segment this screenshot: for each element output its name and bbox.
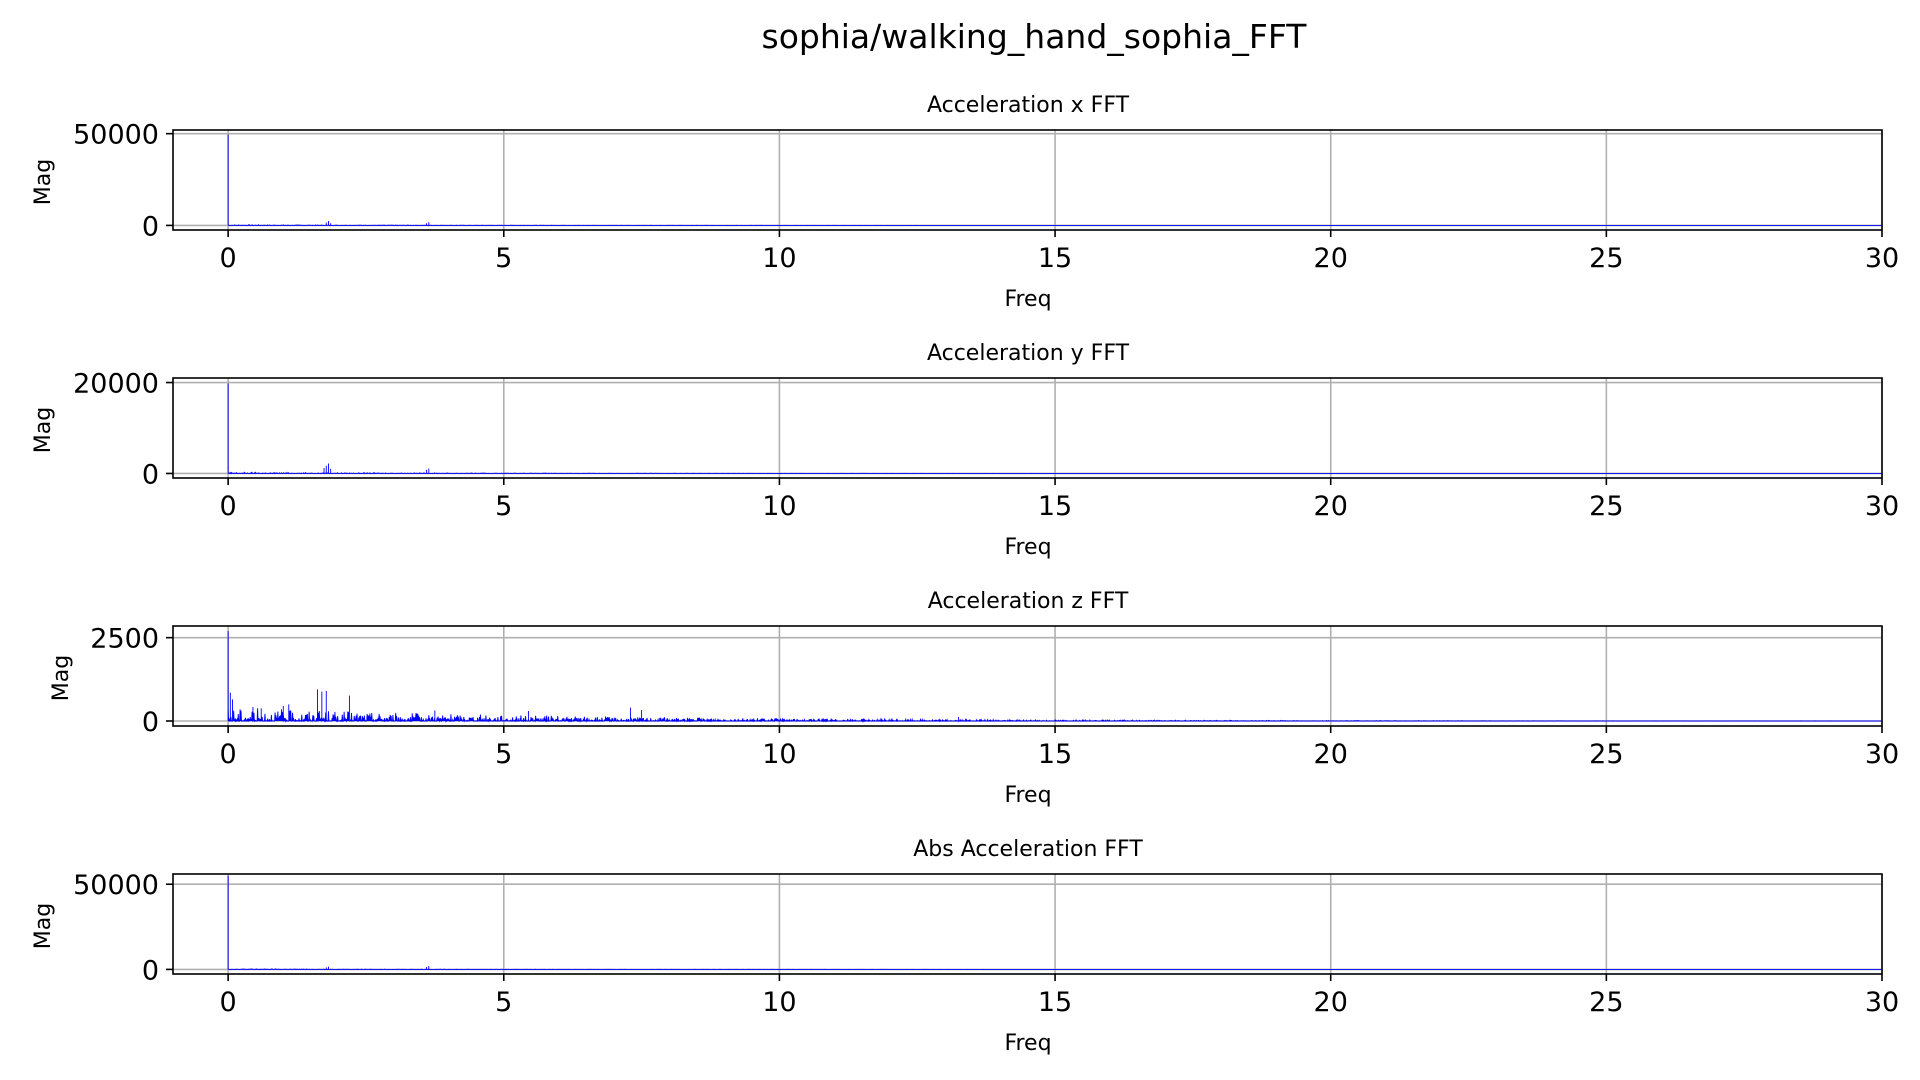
y-axis-label: Mag xyxy=(31,407,56,453)
x-tick-label: 30 xyxy=(1865,243,1899,274)
x-tick-label: 20 xyxy=(1314,243,1348,274)
y-tick-label: 0 xyxy=(142,955,159,986)
y-tick-label: 20000 xyxy=(73,369,159,400)
x-tick-label: 0 xyxy=(220,243,237,274)
y-tick-label: 50000 xyxy=(73,120,159,151)
x-tick-label: 5 xyxy=(495,491,512,522)
x-tick-label: 30 xyxy=(1865,491,1899,522)
subplot-acceleration-z: Acceleration z FFT Freq Mag 0 5 10 15 20 25 30… xyxy=(49,589,1899,808)
x-tick-label: 15 xyxy=(1038,243,1072,274)
figure-title: sophia/walking_hand_sophia_FFT xyxy=(762,17,1308,56)
subplot-acceleration-y: Acceleration y FFT Freq Mag 0 5 10 15 20 25 30… xyxy=(31,341,1899,560)
x-tick-label: 25 xyxy=(1589,987,1623,1018)
fft-series-line xyxy=(227,134,1883,227)
x-tick-label: 0 xyxy=(220,987,237,1018)
subplot-abs-acceleration: Abs Acceleration FFT Freq Mag 0 5 10 15 20 25… xyxy=(31,837,1899,1056)
x-tick-label: 10 xyxy=(762,491,796,522)
y-tick-label: 0 xyxy=(142,459,159,490)
x-tick-label: 25 xyxy=(1589,491,1623,522)
x-tick-label: 30 xyxy=(1865,739,1899,770)
x-tick-label: 5 xyxy=(495,739,512,770)
x-tick-label: 25 xyxy=(1589,739,1623,770)
subplot-title: Acceleration y FFT xyxy=(927,341,1130,366)
y-axis-label: Mag xyxy=(49,655,74,701)
y-tick-label: 0 xyxy=(142,211,159,242)
axes-frame xyxy=(172,625,1883,727)
axes-frame xyxy=(172,873,1883,975)
x-tick-label: 0 xyxy=(220,491,237,522)
fft-series-line xyxy=(227,875,1883,971)
subplot-acceleration-x: Acceleration x FFT Freq Mag 0 5 10 15 20 25 30… xyxy=(31,93,1899,312)
x-tick-label: 10 xyxy=(762,739,796,770)
axes-frame xyxy=(172,129,1883,231)
x-tick-label: 5 xyxy=(495,243,512,274)
x-tick-label: 20 xyxy=(1314,739,1348,770)
subplot-title: Acceleration x FFT xyxy=(927,93,1130,118)
x-axis-label: Freq xyxy=(1004,287,1051,312)
x-tick-label: 15 xyxy=(1038,987,1072,1018)
subplot-title: Acceleration z FFT xyxy=(928,589,1129,614)
axes-frame xyxy=(172,377,1883,479)
x-tick-label: 20 xyxy=(1314,987,1348,1018)
x-tick-label: 20 xyxy=(1314,491,1348,522)
x-tick-label: 10 xyxy=(762,243,796,274)
x-axis-label: Freq xyxy=(1004,1031,1051,1056)
x-axis-label: Freq xyxy=(1004,783,1051,808)
x-tick-label: 5 xyxy=(495,987,512,1018)
x-tick-label: 15 xyxy=(1038,491,1072,522)
y-axis-label: Mag xyxy=(31,159,56,205)
y-axis-label: Mag xyxy=(31,903,56,949)
subplot-title: Abs Acceleration FFT xyxy=(913,837,1143,862)
x-tick-label: 15 xyxy=(1038,739,1072,770)
x-tick-label: 10 xyxy=(762,987,796,1018)
x-tick-label: 0 xyxy=(220,739,237,770)
fft-series-line xyxy=(227,383,1883,475)
y-tick-label: 50000 xyxy=(73,870,159,901)
x-axis-label: Freq xyxy=(1004,535,1051,560)
x-tick-label: 25 xyxy=(1589,243,1623,274)
fft-series-line xyxy=(227,631,1883,723)
y-tick-label: 0 xyxy=(142,707,159,738)
y-tick-label: 2500 xyxy=(90,624,159,655)
x-tick-label: 30 xyxy=(1865,987,1899,1018)
